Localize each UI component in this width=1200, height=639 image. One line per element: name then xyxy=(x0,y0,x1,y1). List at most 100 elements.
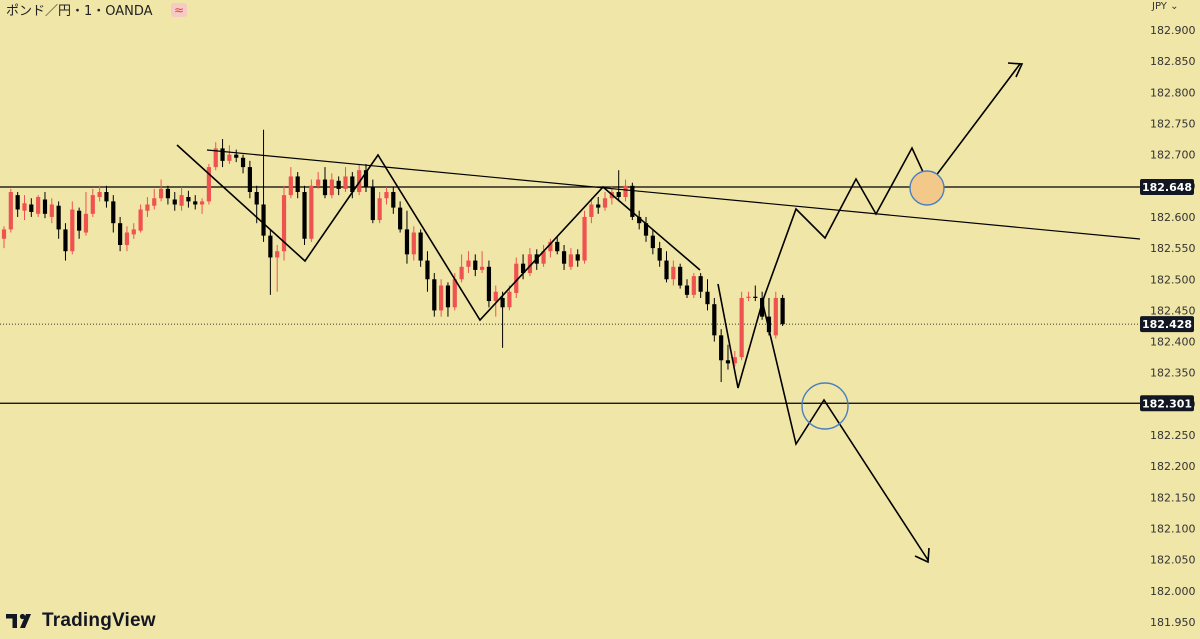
candle-down xyxy=(445,285,451,308)
candle-down xyxy=(261,204,266,236)
candle-up xyxy=(384,192,389,199)
price-badge xyxy=(1140,395,1194,412)
candle-up xyxy=(377,198,382,221)
y-tick-label: 182.900 xyxy=(1150,24,1196,37)
y-tick-label: 182.000 xyxy=(1150,585,1196,598)
candle-up xyxy=(439,285,444,311)
candle-down xyxy=(404,229,410,255)
candle-up xyxy=(541,251,546,264)
candle-down xyxy=(15,195,20,210)
candle-up xyxy=(589,204,594,217)
candle-down xyxy=(760,297,765,317)
candle-up xyxy=(746,296,751,298)
y-tick-label: 182.600 xyxy=(1150,211,1196,224)
candle-up xyxy=(22,203,27,211)
candle-up xyxy=(623,185,628,198)
y-tick-label: 182.100 xyxy=(1150,523,1196,536)
candle-down xyxy=(42,199,48,214)
tradingview-wordmark: TradingView xyxy=(42,610,156,631)
chevron-down-icon: ⌄ xyxy=(1170,1,1179,12)
candle-up xyxy=(83,213,89,233)
arrow-down-icon xyxy=(914,547,930,564)
y-tick-label: 182.050 xyxy=(1150,554,1196,567)
candle-down xyxy=(111,201,116,224)
candle-down xyxy=(643,223,649,236)
candle-down xyxy=(630,185,635,217)
candle-down xyxy=(698,276,703,292)
currency-label: JPY xyxy=(1152,1,1167,12)
wave-icon[interactable]: ≈ xyxy=(171,3,187,17)
candle-down xyxy=(302,192,307,239)
candle-up xyxy=(1,229,7,239)
candle-down xyxy=(104,192,109,202)
candle-up xyxy=(411,232,416,255)
candle-down xyxy=(657,248,662,261)
candle-up xyxy=(138,209,143,231)
candle-up xyxy=(343,176,348,189)
candle-down xyxy=(637,216,642,224)
candle-down xyxy=(336,180,341,189)
candle-up xyxy=(131,229,136,235)
candle-down xyxy=(363,170,369,188)
candle-down xyxy=(418,232,423,261)
tradingview-mark-icon xyxy=(6,613,31,628)
trendline xyxy=(206,149,1141,240)
candle-up xyxy=(288,176,293,196)
symbol-title[interactable]: ポンド／円・1・OANDA xyxy=(6,4,153,19)
y-tick-label: 182.400 xyxy=(1150,336,1196,349)
candle-up xyxy=(548,241,553,252)
candle-up xyxy=(158,188,164,199)
candle-up xyxy=(773,297,778,336)
candle-up xyxy=(281,195,287,252)
currency-selector[interactable]: JPY ⌄ xyxy=(1152,1,1178,12)
candle-up xyxy=(493,291,498,302)
y-tick-label: 182.250 xyxy=(1150,429,1196,442)
candle-up xyxy=(568,254,573,267)
candle-up xyxy=(527,254,533,274)
candle-down xyxy=(398,207,403,230)
candle-down xyxy=(555,241,560,252)
candle-up xyxy=(739,297,744,358)
candle-down xyxy=(63,229,68,252)
candle-down xyxy=(186,197,191,202)
candle-up xyxy=(514,263,519,293)
candle-up xyxy=(152,198,157,206)
candle-up xyxy=(582,216,587,261)
candle-down xyxy=(486,266,492,302)
candle-down xyxy=(766,316,772,333)
candle-down xyxy=(56,205,61,230)
candle-up xyxy=(145,204,150,211)
candle-down xyxy=(650,235,655,249)
candle-down xyxy=(575,254,580,261)
y-tick-label: 182.550 xyxy=(1150,242,1196,255)
candle-down xyxy=(473,260,478,270)
candle-down xyxy=(678,266,683,286)
y-tick-label: 182.500 xyxy=(1150,273,1196,286)
tradingview-logo[interactable]: TradingView xyxy=(6,610,156,632)
candle-up xyxy=(602,198,608,208)
candle-down xyxy=(780,297,785,325)
candle-up xyxy=(124,232,130,245)
y-tick-label: 182.450 xyxy=(1150,304,1196,317)
candle-down xyxy=(664,260,669,280)
candle-up xyxy=(213,148,218,168)
candle-down xyxy=(520,263,526,274)
candle-up xyxy=(49,204,54,217)
candle-down xyxy=(165,188,171,199)
y-tick-label: 182.350 xyxy=(1150,367,1196,380)
candle-up xyxy=(732,357,737,364)
candle-down xyxy=(118,223,123,245)
candle-down xyxy=(268,235,273,258)
y-tick-label: 181.950 xyxy=(1150,616,1196,629)
candle-down xyxy=(220,148,225,161)
candle-down xyxy=(705,291,710,305)
candle-down xyxy=(596,204,601,208)
candle-up xyxy=(179,195,184,206)
candle-down xyxy=(753,296,758,298)
highlight-circle-lower xyxy=(801,382,849,430)
highlight-circle-upper xyxy=(909,170,945,206)
price-badge-label: 182.648 xyxy=(1142,181,1192,194)
candle-up xyxy=(329,179,334,196)
